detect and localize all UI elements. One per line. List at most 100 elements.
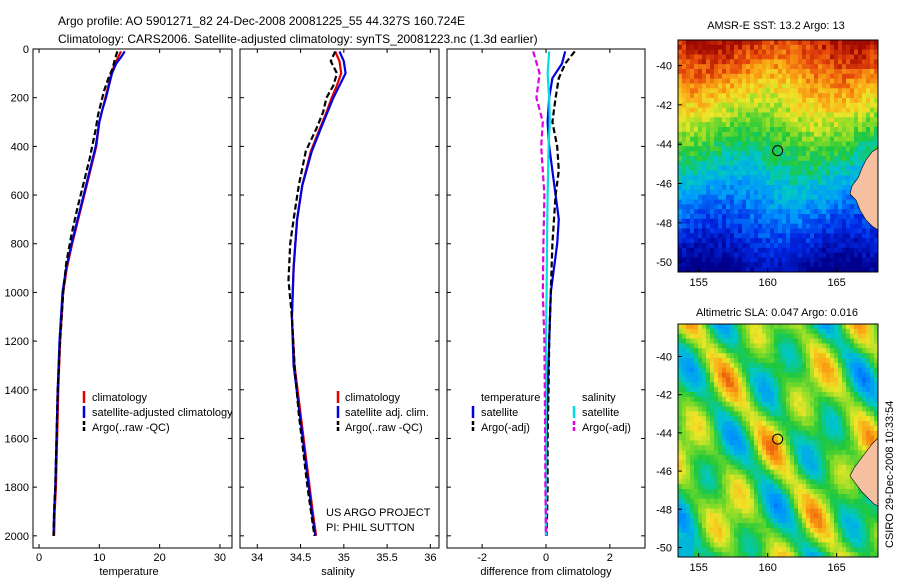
map-cell bbox=[710, 136, 715, 142]
map-cell bbox=[838, 372, 843, 378]
map-cell bbox=[734, 44, 739, 51]
map-cell bbox=[682, 498, 687, 504]
map-cell bbox=[858, 503, 863, 509]
map-cell bbox=[798, 328, 803, 335]
map-cell bbox=[826, 493, 831, 500]
map-cell bbox=[814, 218, 819, 225]
map-cell bbox=[802, 353, 807, 359]
map-cell bbox=[734, 537, 739, 543]
map-cell bbox=[726, 508, 731, 514]
map-cell bbox=[690, 214, 695, 220]
map-cell bbox=[758, 464, 763, 471]
map-cell bbox=[854, 252, 859, 258]
map-cell bbox=[810, 498, 815, 504]
map-cell bbox=[726, 338, 731, 344]
map-cell bbox=[726, 445, 731, 451]
map-cell bbox=[858, 262, 863, 268]
map-cell bbox=[722, 49, 727, 55]
map-cell bbox=[782, 199, 787, 205]
map-cell bbox=[806, 455, 811, 461]
map-cell bbox=[810, 357, 815, 364]
map-cell bbox=[714, 542, 719, 548]
map-cell bbox=[682, 209, 687, 215]
map-cell bbox=[858, 537, 863, 543]
map-cell bbox=[706, 537, 711, 543]
map-cell bbox=[742, 435, 747, 441]
map-cell bbox=[710, 513, 715, 519]
map-cell bbox=[778, 44, 783, 51]
map-cell bbox=[682, 151, 687, 157]
map-cell bbox=[830, 247, 835, 254]
difference-legend: temperature satellite Argo(-adj) salinit… bbox=[471, 392, 631, 434]
map-cell bbox=[850, 489, 855, 495]
map-cell bbox=[706, 267, 711, 273]
map-cell bbox=[734, 367, 739, 373]
map-cell bbox=[738, 440, 743, 446]
map-cell bbox=[738, 98, 743, 104]
map-cell bbox=[734, 93, 739, 99]
map-cell bbox=[678, 372, 683, 378]
map-cell bbox=[842, 459, 847, 466]
map-cell bbox=[758, 117, 763, 123]
map-cell bbox=[682, 88, 687, 94]
map-cell bbox=[850, 141, 855, 147]
map-cell bbox=[858, 406, 863, 412]
map-cell bbox=[854, 238, 859, 244]
map-cell bbox=[746, 165, 751, 171]
map-cell bbox=[686, 547, 691, 553]
map-cell bbox=[790, 328, 795, 335]
map-cell bbox=[794, 93, 799, 99]
map-cell bbox=[814, 503, 819, 509]
map-cell bbox=[818, 357, 823, 364]
map-cell bbox=[718, 165, 723, 171]
map-cell bbox=[866, 532, 871, 538]
map-cell bbox=[866, 547, 871, 553]
map-cell bbox=[826, 107, 831, 113]
map-cell bbox=[738, 396, 743, 403]
map-cell bbox=[818, 257, 823, 263]
map-cell bbox=[834, 204, 839, 210]
map-cell bbox=[686, 333, 691, 339]
map-cell bbox=[862, 401, 867, 407]
map-cell bbox=[782, 328, 787, 335]
map-cell bbox=[694, 238, 699, 244]
map-cell bbox=[782, 185, 787, 191]
series-line-argo bbox=[52, 51, 119, 536]
map-cell bbox=[726, 73, 731, 80]
map-cell bbox=[754, 391, 759, 398]
map-cell bbox=[738, 151, 743, 157]
map-cell bbox=[810, 532, 815, 538]
map-cell bbox=[838, 199, 843, 205]
map-cell bbox=[686, 489, 691, 495]
map-cell bbox=[750, 425, 755, 432]
map-cell bbox=[750, 40, 755, 46]
map-cell bbox=[702, 131, 707, 138]
map-cell bbox=[734, 435, 739, 441]
map-cell bbox=[846, 69, 851, 75]
map-cell bbox=[854, 40, 859, 46]
map-cell bbox=[726, 267, 731, 273]
map-cell bbox=[690, 537, 695, 543]
map-cell bbox=[698, 484, 703, 490]
map-cell bbox=[710, 416, 715, 422]
map-cell bbox=[830, 257, 835, 263]
map-cell bbox=[730, 508, 735, 514]
map-cell bbox=[822, 252, 827, 258]
map-cell bbox=[838, 474, 843, 480]
map-cell bbox=[830, 160, 835, 167]
map-cell bbox=[766, 435, 771, 441]
map-cell bbox=[802, 372, 807, 378]
map-cell bbox=[730, 199, 735, 205]
map-cell bbox=[826, 146, 831, 152]
map-cell bbox=[778, 194, 783, 200]
map-cell bbox=[798, 64, 803, 70]
map-cell bbox=[782, 450, 787, 456]
map-cell bbox=[746, 83, 751, 89]
map-cell bbox=[722, 513, 727, 519]
map-cell bbox=[786, 493, 791, 500]
map-cell bbox=[678, 194, 683, 200]
map-cell bbox=[774, 54, 779, 60]
map-cell bbox=[838, 450, 843, 456]
map-cell bbox=[874, 362, 879, 369]
map-cell bbox=[762, 391, 767, 398]
